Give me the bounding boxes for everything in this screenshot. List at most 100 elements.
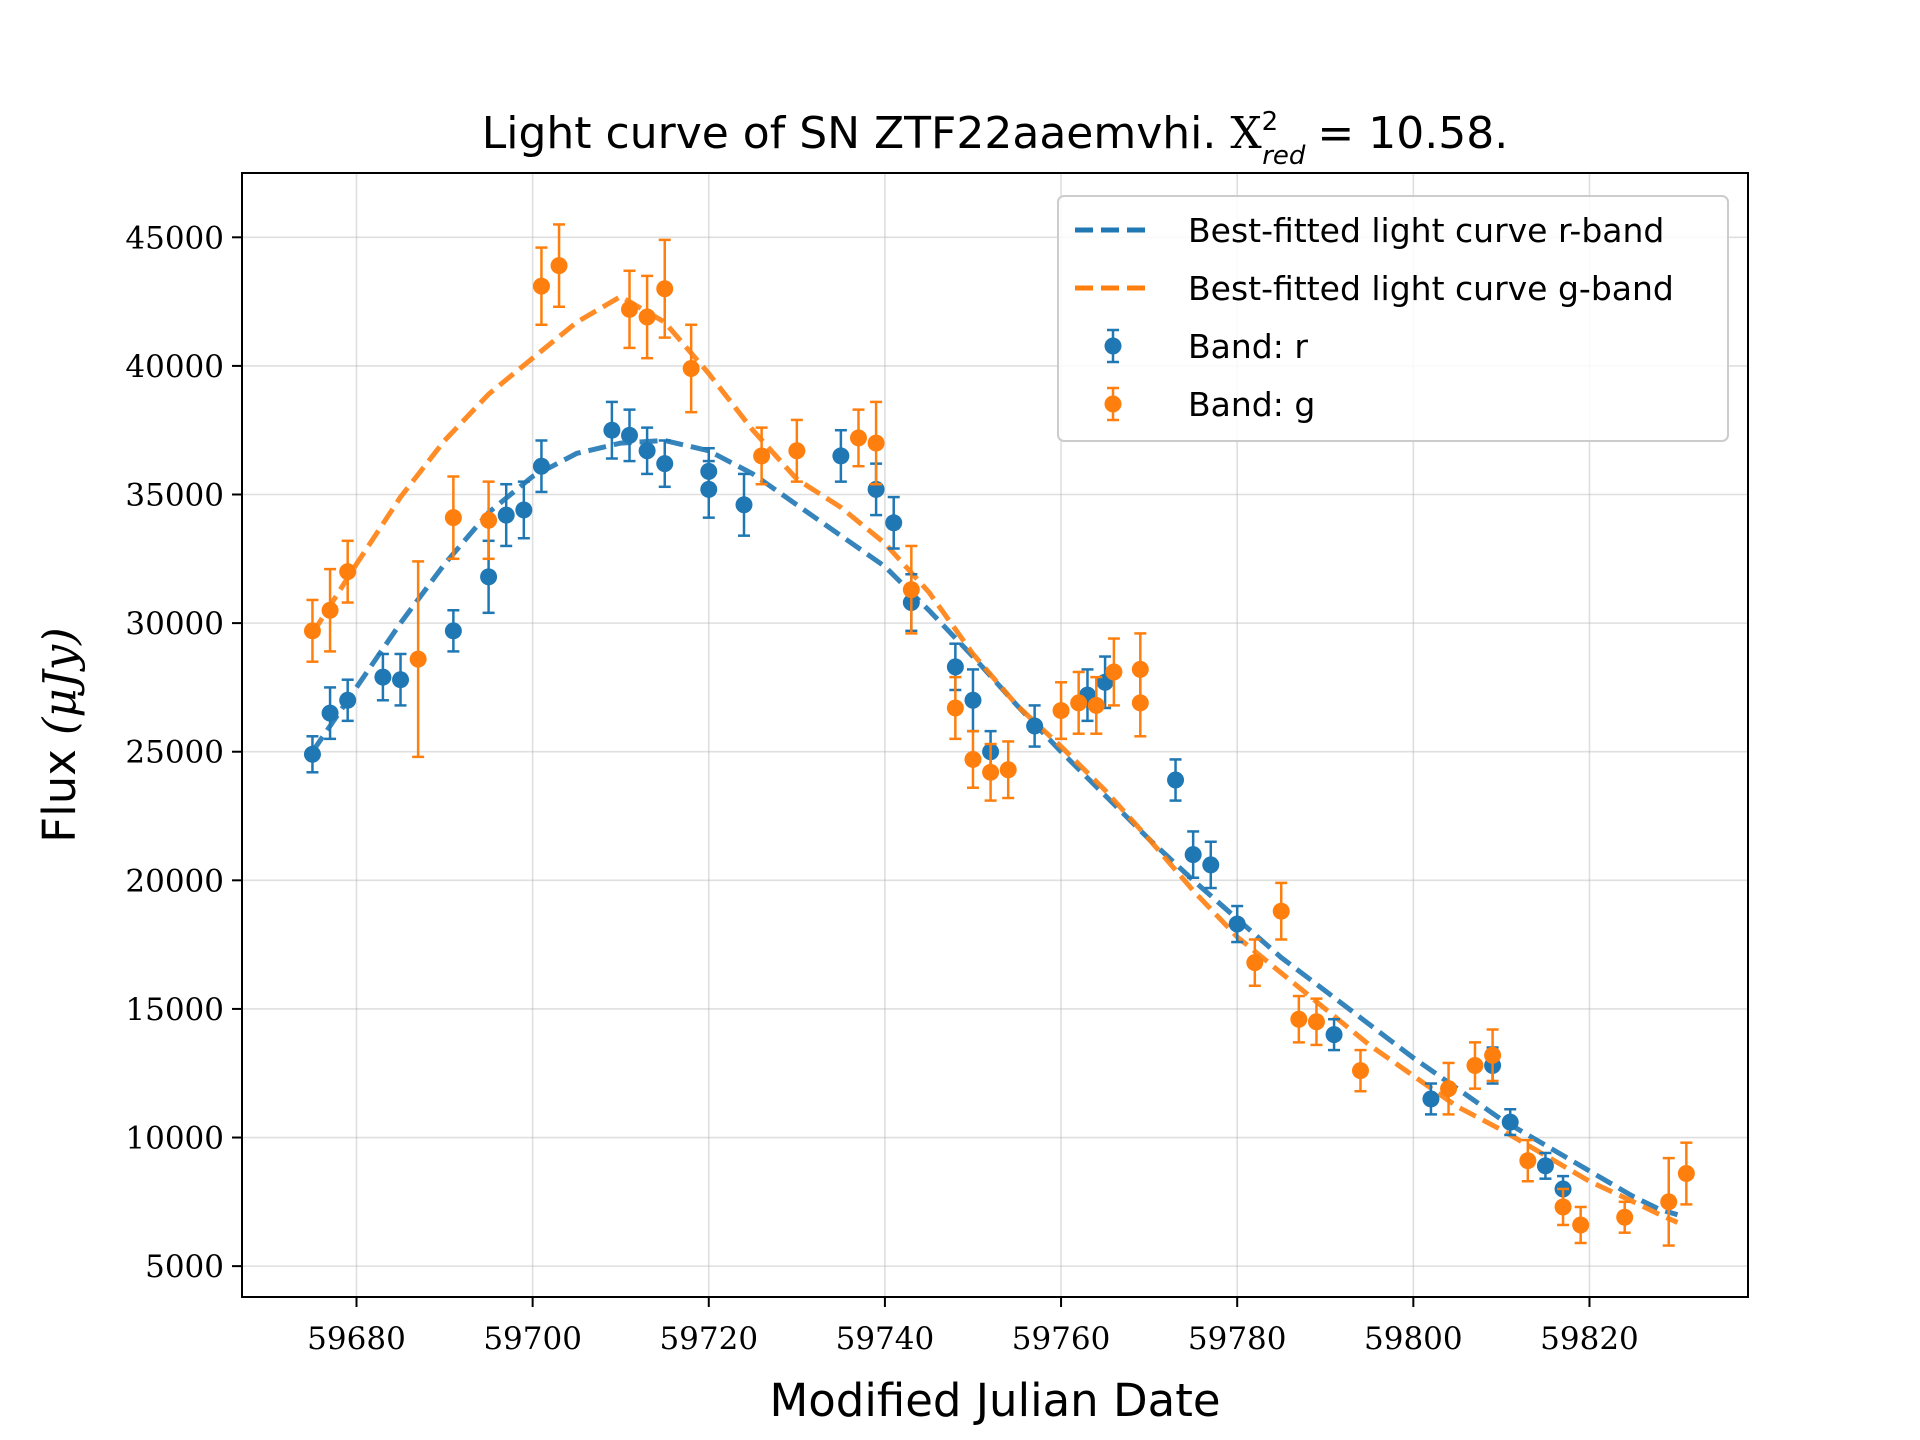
legend-entry-g-points: Band: g <box>1104 385 1315 424</box>
data-point <box>480 511 498 529</box>
data-point <box>1351 1062 1369 1080</box>
data-point-g <box>656 238 674 339</box>
y-axis-label: Flux (μJy) <box>33 627 86 842</box>
data-point <box>1272 902 1290 920</box>
data-point-r <box>700 459 718 519</box>
data-point <box>1484 1046 1502 1064</box>
data-point-g <box>849 408 867 468</box>
fit-curve-g <box>310 293 1679 1225</box>
data-point-g <box>638 274 656 360</box>
y-tick-label: 40000 <box>125 349 224 385</box>
data-point <box>1131 694 1149 712</box>
x-tick-label: 59780 <box>1188 1321 1287 1357</box>
data-point-g <box>753 426 771 486</box>
data-point <box>902 581 920 599</box>
data-point-r <box>1202 840 1220 890</box>
y-tick-label: 35000 <box>125 478 224 514</box>
data-point <box>946 658 964 676</box>
x-tick-label: 59720 <box>659 1321 758 1357</box>
legend-r-points-marker <box>1104 328 1122 364</box>
data-point <box>1104 395 1122 413</box>
data-point <box>497 506 515 524</box>
data-point <box>1167 771 1185 789</box>
data-point-r <box>638 426 656 476</box>
data-point <box>321 601 339 619</box>
legend-g-points-label: Band: g <box>1188 385 1315 424</box>
data-point-g <box>1351 1048 1369 1093</box>
data-point <box>964 750 982 768</box>
x-tick-label: 59760 <box>1012 1321 1111 1357</box>
data-point-g <box>1307 997 1325 1047</box>
data-point-r <box>735 472 753 537</box>
data-point-g <box>867 400 885 486</box>
data-point <box>788 442 806 460</box>
data-point <box>321 704 339 722</box>
data-point-r <box>515 480 533 540</box>
legend-g-points-marker <box>1104 386 1122 422</box>
data-point <box>999 761 1017 779</box>
chart-title-stat-sub: red <box>1262 141 1306 171</box>
data-point-r <box>303 735 321 774</box>
data-point-g <box>409 560 427 759</box>
data-point-r <box>1167 758 1185 802</box>
chart-title: Light curve of SN ZTF22aaemvhi. X2 red = 10… <box>482 107 1508 171</box>
data-point-g <box>480 480 498 561</box>
data-point-r <box>444 609 462 653</box>
y-tick-label: 10000 <box>125 1121 224 1157</box>
data-point-r <box>964 668 982 733</box>
data-point <box>638 442 656 460</box>
data-point <box>1070 694 1088 712</box>
data-point <box>550 257 568 275</box>
data-point <box>1087 696 1105 714</box>
data-point-r <box>1026 704 1044 748</box>
data-point <box>1052 702 1070 720</box>
data-point-r <box>497 482 515 548</box>
data-point-g <box>1131 668 1149 738</box>
data-point <box>1572 1216 1590 1234</box>
data-point-r <box>621 408 639 463</box>
data-point-g <box>321 567 339 653</box>
data-point <box>1202 856 1220 874</box>
data-point-r <box>885 495 903 550</box>
data-point-g <box>1246 938 1264 988</box>
data-point-g <box>1052 681 1070 741</box>
data-point <box>1616 1208 1634 1226</box>
data-point <box>867 434 885 452</box>
legend-box <box>1057 195 1729 442</box>
data-point <box>621 426 639 444</box>
data-point <box>1228 915 1246 933</box>
data-point <box>532 457 550 475</box>
data-point <box>1466 1057 1484 1075</box>
data-point <box>480 568 498 586</box>
data-point <box>1519 1152 1537 1170</box>
data-point <box>444 509 462 527</box>
data-point <box>1026 717 1044 735</box>
data-point-r <box>392 652 410 707</box>
data-point-r <box>603 400 621 460</box>
data-point-g <box>1070 670 1088 735</box>
x-tick-label: 59820 <box>1540 1321 1639 1357</box>
data-point <box>303 622 321 640</box>
data-point-g <box>1272 881 1290 941</box>
legend-entry-r-points: Band: r <box>1104 327 1308 366</box>
data-point <box>656 455 674 473</box>
data-point <box>444 622 462 640</box>
data-point <box>621 300 639 318</box>
data-point-g <box>1554 1187 1572 1227</box>
data-point-g <box>1290 994 1308 1044</box>
chart-title-stat-sup: 2 <box>1262 107 1279 137</box>
data-point <box>832 447 850 465</box>
data-point-g <box>1105 637 1123 707</box>
data-point-g <box>788 418 806 483</box>
data-point <box>656 280 674 298</box>
data-point <box>1440 1080 1458 1098</box>
y-axis-label-main: Flux <box>33 749 86 843</box>
data-point-g <box>303 598 321 663</box>
data-point <box>849 429 867 447</box>
data-point <box>409 650 427 668</box>
data-point-g <box>532 246 550 327</box>
data-point <box>982 763 1000 781</box>
legend-entry-r-fit: Best-fitted light curve r-band <box>1075 211 1664 250</box>
data-point-g <box>999 740 1017 800</box>
data-point <box>700 480 718 498</box>
